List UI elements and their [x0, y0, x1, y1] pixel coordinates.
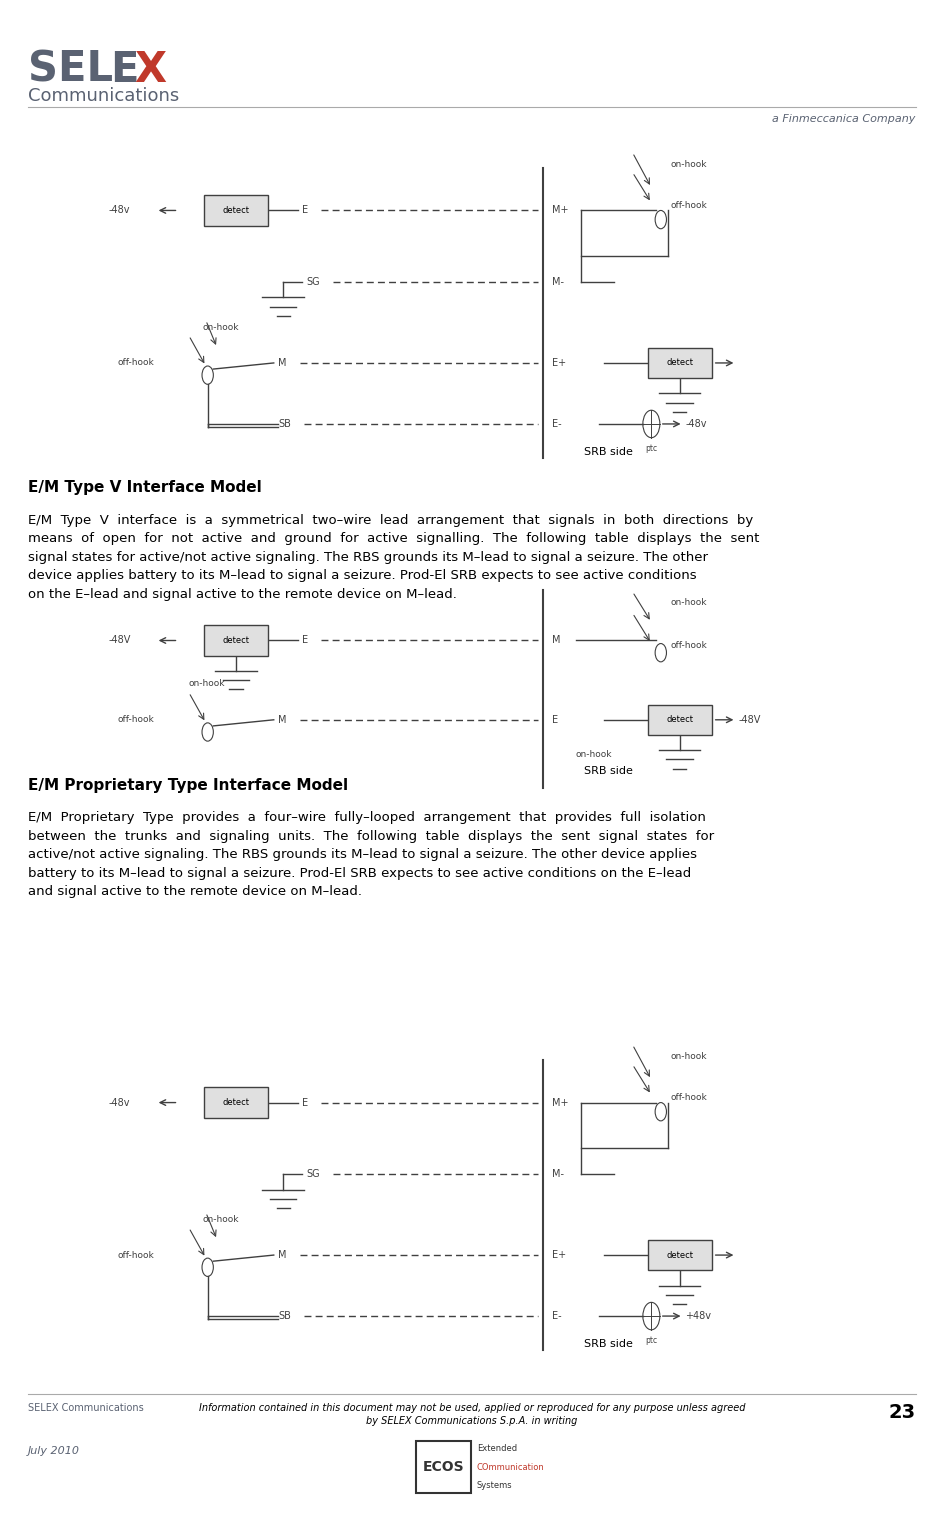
Text: on-hook: on-hook: [203, 323, 240, 332]
Text: E/M  Type  V  interface  is  a  symmetrical  two–wire  lead  arrangement  that  : E/M Type V interface is a symmetrical tw…: [28, 514, 760, 601]
Text: Extended: Extended: [477, 1444, 517, 1453]
Text: E: E: [302, 636, 308, 645]
Text: E: E: [110, 49, 139, 92]
Text: M: M: [278, 1250, 287, 1260]
Text: off-hook: off-hook: [670, 640, 707, 650]
Text: -48V: -48V: [109, 636, 131, 645]
Text: SG: SG: [307, 1170, 320, 1179]
Text: off-hook: off-hook: [670, 1093, 707, 1103]
Text: ptc: ptc: [646, 1336, 657, 1345]
Text: on-hook: on-hook: [576, 750, 613, 759]
Text: detect: detect: [666, 358, 693, 368]
Text: 23: 23: [888, 1403, 916, 1421]
Text: detect: detect: [223, 206, 249, 215]
Text: detect: detect: [223, 1098, 249, 1107]
Text: E: E: [552, 715, 558, 724]
Text: on-hook: on-hook: [670, 598, 707, 607]
Bar: [204, 625, 268, 656]
Bar: [648, 1240, 712, 1270]
Text: -48v: -48v: [109, 1098, 130, 1107]
Text: SB: SB: [278, 1312, 292, 1321]
Bar: [648, 348, 712, 378]
Text: SG: SG: [307, 278, 320, 287]
Text: E-: E-: [552, 419, 562, 429]
Text: M: M: [278, 715, 287, 724]
Text: SRB side: SRB side: [584, 766, 633, 776]
Text: off-hook: off-hook: [670, 201, 707, 210]
Text: E/M Type V Interface Model: E/M Type V Interface Model: [28, 480, 262, 496]
Text: ptc: ptc: [646, 444, 657, 453]
Text: July 2010: July 2010: [28, 1446, 80, 1456]
Text: X: X: [134, 49, 166, 92]
Text: -48v: -48v: [685, 419, 707, 429]
Bar: [204, 1087, 268, 1118]
Text: M: M: [552, 636, 561, 645]
Text: SRB side: SRB side: [584, 447, 633, 458]
Bar: [416, 1441, 471, 1493]
Text: -48V: -48V: [738, 715, 761, 724]
Text: M-: M-: [552, 278, 565, 287]
Text: E+: E+: [552, 358, 566, 368]
Text: E: E: [302, 206, 308, 215]
Text: on-hook: on-hook: [670, 160, 707, 169]
Text: on-hook: on-hook: [670, 1052, 707, 1061]
Text: SB: SB: [278, 419, 292, 429]
Text: off-hook: off-hook: [118, 358, 155, 368]
Text: a Finmeccanica Company: a Finmeccanica Company: [772, 114, 916, 125]
Text: E: E: [302, 1098, 308, 1107]
Text: M: M: [278, 358, 287, 368]
Text: E/M Proprietary Type Interface Model: E/M Proprietary Type Interface Model: [28, 778, 348, 793]
Text: off-hook: off-hook: [118, 715, 155, 724]
Text: on-hook: on-hook: [189, 679, 226, 688]
Text: M+: M+: [552, 206, 568, 215]
Text: Information contained in this document may not be used, applied or reproduced fo: Information contained in this document m…: [199, 1403, 745, 1426]
Text: E-: E-: [552, 1312, 562, 1321]
Text: SRB side: SRB side: [584, 1339, 633, 1350]
Text: M-: M-: [552, 1170, 565, 1179]
Bar: [204, 195, 268, 226]
Text: +48v: +48v: [685, 1312, 712, 1321]
Text: off-hook: off-hook: [118, 1250, 155, 1260]
Text: detect: detect: [666, 1250, 693, 1260]
Text: on-hook: on-hook: [203, 1215, 240, 1225]
Text: M+: M+: [552, 1098, 568, 1107]
Text: SELEX Communications: SELEX Communications: [28, 1403, 144, 1414]
Text: Systems: Systems: [477, 1481, 513, 1490]
Text: COmmunication: COmmunication: [477, 1462, 545, 1472]
Text: E+: E+: [552, 1250, 566, 1260]
Bar: [648, 705, 712, 735]
Text: E/M  Proprietary  Type  provides  a  four–wire  fully–looped  arrangement  that : E/M Proprietary Type provides a four–wir…: [28, 811, 715, 898]
Text: detect: detect: [223, 636, 249, 645]
Text: ECOS: ECOS: [423, 1459, 464, 1475]
Text: SEL: SEL: [28, 49, 113, 92]
Text: -48v: -48v: [109, 206, 130, 215]
Text: Communications: Communications: [28, 87, 179, 105]
Text: detect: detect: [666, 715, 693, 724]
